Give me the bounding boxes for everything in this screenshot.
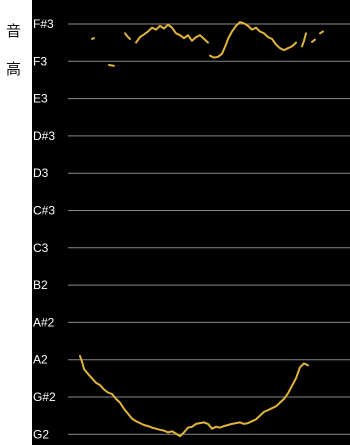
y-tick-label: F#3 bbox=[33, 17, 54, 31]
pitch-curve-segment bbox=[91, 37, 95, 40]
pitch-curve-segment bbox=[79, 355, 309, 438]
y-tick-label: C3 bbox=[33, 241, 49, 255]
pitch-curve-segment bbox=[319, 30, 324, 35]
pitch-curve-segment bbox=[124, 32, 131, 40]
y-tick-label: G2 bbox=[33, 427, 49, 441]
pitch-chart: F#3 F3 E3 D#3 D3 C#3 C3 B2 A#2 A2 G#2 G2 bbox=[33, 17, 350, 441]
pitch-curve-segment bbox=[135, 23, 209, 44]
pitch-curve-segment bbox=[311, 38, 316, 43]
axis-title-char-1: 音 bbox=[6, 22, 22, 40]
y-tick-label: G#2 bbox=[33, 390, 56, 404]
y-tick-label: C#3 bbox=[33, 204, 55, 218]
pitch-curve-segment bbox=[108, 64, 115, 67]
y-tick-label: B2 bbox=[33, 278, 48, 292]
y-tick-label: D3 bbox=[33, 166, 49, 180]
pitch-plot: F#3 F3 E3 D#3 D3 C#3 C3 B2 A#2 A2 G#2 G2 bbox=[32, 0, 350, 445]
y-tick-label: D#3 bbox=[33, 129, 55, 143]
pitch-curve-segment bbox=[301, 32, 307, 48]
y-tick-label: A#2 bbox=[33, 315, 55, 329]
axis-title-char-2: 高 bbox=[6, 60, 22, 78]
pitch-axis-title: 音 高 bbox=[6, 12, 28, 88]
y-tick-label: E3 bbox=[33, 92, 48, 106]
pitch-curve-segment bbox=[209, 21, 297, 59]
y-tick-label: A2 bbox=[33, 353, 48, 367]
y-tick-label: F3 bbox=[33, 54, 47, 68]
